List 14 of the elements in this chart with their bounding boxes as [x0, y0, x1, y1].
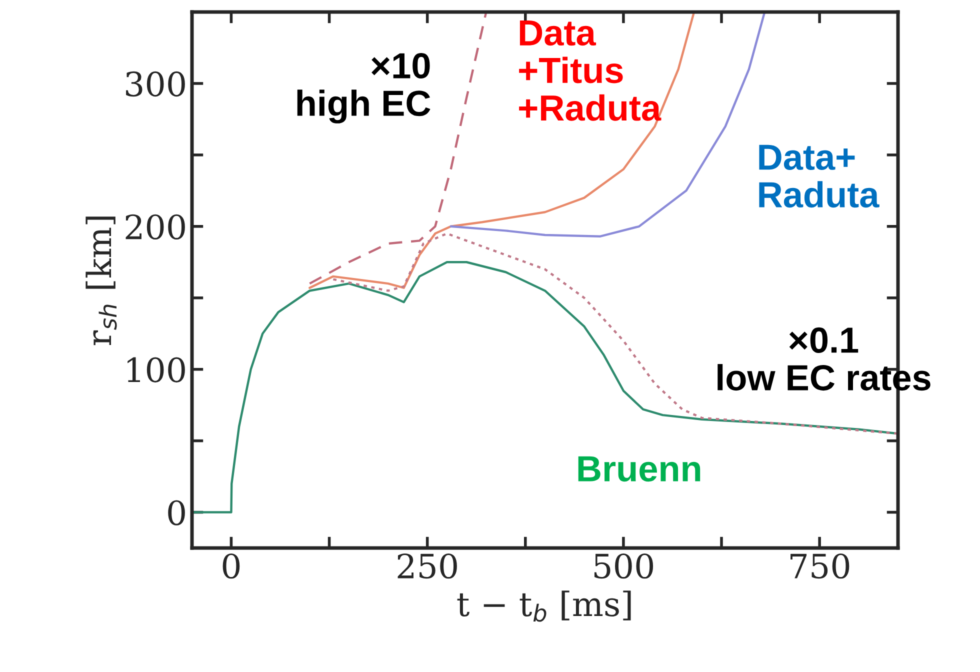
y-tick-label: 200 — [126, 214, 185, 240]
y-axis-title: r$_{sh}$ [km] — [86, 216, 117, 346]
series-label: Bruenn — [578, 456, 700, 482]
x-tick-label: 0 — [222, 553, 240, 579]
series-label: Data+ Raduta — [759, 144, 880, 208]
x-tick-label: 500 — [594, 553, 654, 579]
series-label: Data +Titus +Raduta — [519, 20, 662, 121]
x-tick-label: 750 — [790, 553, 850, 579]
y-tick-label: 0 — [168, 500, 185, 526]
y-tick-label: 300 — [126, 71, 185, 97]
y-tick-label: 100 — [128, 357, 185, 382]
x-axis-title: t − t$_{b}$ [ms] — [457, 590, 631, 622]
x-tick-label: 250 — [398, 553, 457, 579]
series-label: ×10 high EC — [297, 52, 430, 124]
